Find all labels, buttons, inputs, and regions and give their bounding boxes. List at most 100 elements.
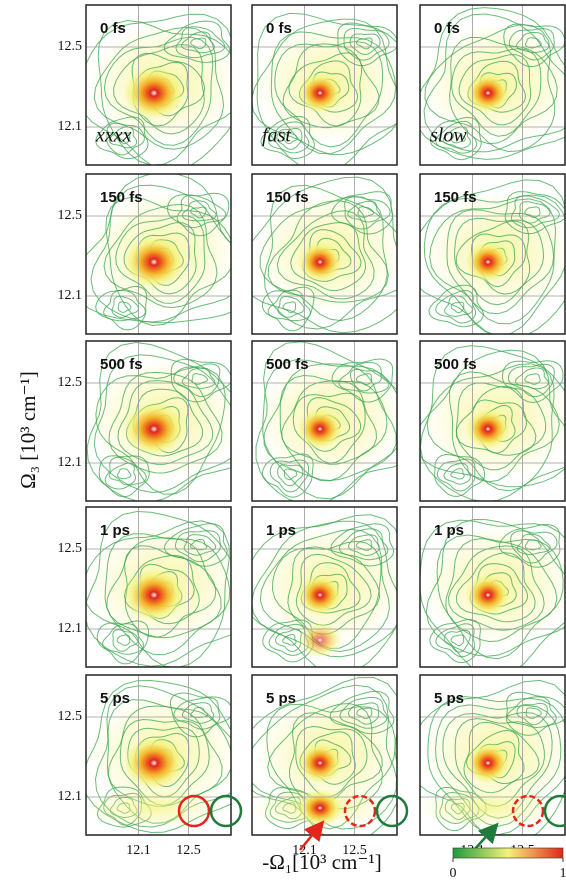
colorbar bbox=[452, 847, 564, 859]
contour-line bbox=[281, 380, 378, 465]
contour-line bbox=[498, 523, 561, 568]
contour-line bbox=[90, 184, 231, 323]
contour-line bbox=[331, 358, 394, 403]
contour-line bbox=[105, 196, 231, 327]
panel-content bbox=[86, 507, 231, 667]
panel: 150 fs bbox=[419, 173, 566, 335]
panel: 1 ps bbox=[251, 506, 398, 668]
x-tick-label: 12.5 bbox=[176, 843, 201, 858]
y-tick-label: 12.5 bbox=[58, 541, 83, 556]
contour-line bbox=[108, 462, 136, 486]
panel-label: 0 fs bbox=[266, 20, 292, 37]
contour-line bbox=[434, 453, 486, 497]
contour-line bbox=[252, 176, 397, 334]
contour-line bbox=[173, 696, 221, 730]
x-axis-label: -Ω₁[10³ cm⁻¹] bbox=[262, 850, 382, 874]
contour-line bbox=[503, 23, 565, 68]
contour-line bbox=[455, 552, 536, 623]
peak bbox=[298, 242, 342, 282]
contour-line bbox=[282, 633, 297, 646]
peak bbox=[298, 790, 342, 826]
contour-line bbox=[268, 121, 310, 154]
contour-line bbox=[104, 533, 231, 656]
contour-line bbox=[176, 194, 227, 229]
contour-line bbox=[424, 24, 556, 153]
peak bbox=[124, 236, 184, 288]
contour-line bbox=[435, 289, 476, 324]
contour-line bbox=[256, 12, 397, 165]
panel-label: 5 ps bbox=[434, 690, 464, 707]
soft-region bbox=[86, 788, 224, 828]
contour-line bbox=[445, 538, 558, 643]
contour-line bbox=[183, 534, 217, 556]
contour-line bbox=[288, 52, 363, 127]
contour-line bbox=[420, 7, 565, 160]
contour-line bbox=[86, 13, 231, 165]
contour-line bbox=[436, 458, 476, 492]
contour-line bbox=[455, 385, 537, 456]
contour-line bbox=[282, 301, 297, 314]
peak bbox=[124, 569, 184, 621]
peak bbox=[298, 743, 342, 783]
x-tick-label: 12.1 bbox=[126, 843, 151, 858]
contour-line bbox=[115, 215, 206, 304]
contour-line bbox=[174, 530, 221, 563]
panel-content bbox=[420, 507, 565, 667]
contour-line bbox=[181, 200, 217, 222]
y-tick-label: 12.1 bbox=[58, 119, 83, 134]
panel: 0 fs fast bbox=[251, 4, 398, 166]
contour-line bbox=[116, 468, 132, 480]
contour-line bbox=[524, 206, 541, 218]
panel-label: 150 fs bbox=[434, 189, 477, 206]
contour-line bbox=[506, 696, 557, 729]
panel-frame bbox=[251, 506, 398, 668]
contour-line bbox=[423, 194, 565, 334]
contour-line bbox=[112, 629, 139, 652]
colorbar-tick-label: 1 bbox=[560, 866, 566, 881]
contour-line bbox=[93, 354, 231, 494]
panel-content bbox=[86, 675, 231, 835]
contour-line bbox=[274, 628, 302, 653]
contour-line bbox=[451, 131, 466, 144]
contour-line bbox=[292, 392, 366, 464]
panel: 500 fs bbox=[419, 340, 566, 502]
panel: 5 ps bbox=[419, 674, 566, 836]
panel-content bbox=[252, 341, 397, 501]
contour-line bbox=[442, 126, 471, 149]
contour-line bbox=[508, 28, 555, 61]
contour-line bbox=[349, 368, 382, 392]
contour-line bbox=[180, 31, 215, 54]
contour-line bbox=[106, 122, 145, 156]
contour-line bbox=[93, 26, 225, 150]
contour-line bbox=[347, 702, 380, 725]
contour-line bbox=[86, 520, 230, 667]
peak bbox=[466, 73, 510, 113]
x-tick-label: 12.5 bbox=[342, 843, 367, 858]
y-tick-label: 12.1 bbox=[58, 455, 83, 470]
panel: 5 ps bbox=[85, 674, 243, 836]
y-tick-label: 12.5 bbox=[58, 208, 83, 223]
contour-line bbox=[262, 619, 314, 663]
contour-line bbox=[507, 363, 555, 397]
contour-line bbox=[510, 530, 558, 564]
contour-line bbox=[86, 510, 231, 667]
panel-frame bbox=[85, 340, 232, 502]
contour-line bbox=[116, 132, 131, 145]
contour-line bbox=[347, 534, 380, 557]
contour-line bbox=[181, 367, 216, 389]
contour-line bbox=[524, 373, 541, 385]
contour-line bbox=[190, 37, 207, 50]
contour-line bbox=[252, 514, 397, 667]
contour-line bbox=[86, 341, 231, 501]
contour-line bbox=[181, 702, 215, 724]
contour-line bbox=[106, 537, 222, 639]
contour-line bbox=[347, 200, 381, 223]
marker-circle bbox=[343, 794, 377, 828]
contour-line bbox=[169, 692, 231, 738]
panel: 5 ps bbox=[251, 674, 409, 836]
contour-line bbox=[450, 468, 465, 480]
panel-content bbox=[86, 5, 231, 165]
contour-line bbox=[252, 676, 397, 835]
